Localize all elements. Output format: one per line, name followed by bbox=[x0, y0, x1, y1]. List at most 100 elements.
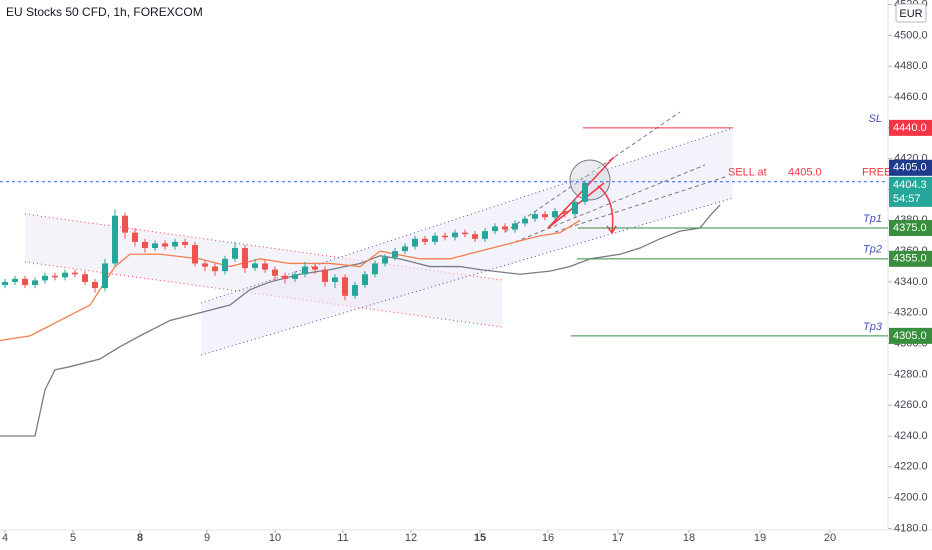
candle-body bbox=[182, 241, 188, 245]
candle-body bbox=[132, 232, 138, 242]
candle-body bbox=[252, 263, 258, 269]
y-tick-label: 4200.0 bbox=[894, 492, 928, 504]
price-tag bbox=[889, 119, 932, 136]
indicator-line bbox=[0, 219, 581, 342]
candle-body bbox=[72, 272, 78, 275]
price-tag-label: 4375.0 bbox=[893, 222, 927, 234]
price-tag-label: 4305.0 bbox=[893, 330, 927, 342]
candle-body bbox=[102, 263, 108, 289]
x-tick-label: 18 bbox=[683, 532, 695, 544]
x-tick-label: 5 bbox=[70, 532, 76, 544]
dashed-line bbox=[504, 111, 681, 233]
price-tag bbox=[889, 176, 932, 207]
up-channel-fill bbox=[201, 128, 733, 355]
candle-body bbox=[172, 241, 178, 247]
candle-body bbox=[572, 201, 578, 215]
candle-body bbox=[442, 235, 448, 238]
x-tick-label: 16 bbox=[542, 532, 554, 544]
candle-body bbox=[342, 277, 348, 296]
candle-body bbox=[412, 238, 418, 247]
candle-body bbox=[352, 285, 358, 296]
y-tick-label: 4240.0 bbox=[894, 430, 928, 442]
level-name: SL bbox=[869, 113, 882, 125]
down-channel-line bbox=[24, 213, 503, 281]
candle-body bbox=[492, 226, 498, 232]
candle-body bbox=[472, 234, 478, 239]
candle-body bbox=[232, 248, 238, 259]
level-name: Tp1 bbox=[863, 213, 882, 225]
candle-body bbox=[542, 214, 548, 218]
candle-body bbox=[212, 266, 218, 272]
y-tick-label: 4280.0 bbox=[894, 368, 928, 380]
chart-title: EU Stocks 50 CFD, 1h, FOREXCOM bbox=[6, 5, 203, 19]
candle-body bbox=[2, 281, 8, 286]
candle-body bbox=[202, 263, 208, 267]
candle-body bbox=[142, 241, 148, 249]
up-channel-line bbox=[200, 197, 734, 356]
x-tick-label: 20 bbox=[824, 532, 836, 544]
candle-body bbox=[512, 223, 518, 230]
candle-body bbox=[332, 277, 338, 282]
candle-body bbox=[292, 274, 298, 279]
candle-body bbox=[222, 258, 228, 272]
candle-body bbox=[582, 182, 588, 202]
countdown: 54:57 bbox=[893, 193, 921, 205]
sell-text: SELL at bbox=[728, 167, 767, 179]
y-tick-label: 4460.0 bbox=[894, 91, 928, 103]
x-tick-label: 8 bbox=[137, 532, 143, 544]
candle-body bbox=[402, 246, 408, 252]
price-tag bbox=[889, 327, 932, 344]
candle-body bbox=[522, 218, 528, 224]
currency: EUR bbox=[899, 8, 922, 20]
candle-body bbox=[262, 263, 268, 270]
arrow bbox=[597, 185, 614, 233]
candle-body bbox=[32, 280, 38, 286]
candle-body bbox=[82, 274, 88, 282]
price-tag bbox=[889, 220, 932, 237]
x-tick-label: 9 bbox=[204, 532, 210, 544]
candle-body bbox=[552, 211, 558, 218]
candle-body bbox=[422, 238, 428, 242]
price-tag-label: 4404.3 bbox=[893, 179, 927, 191]
y-tick-label: 4220.0 bbox=[894, 461, 928, 473]
candle-body bbox=[382, 257, 388, 264]
dashed-line bbox=[514, 164, 706, 243]
y-tick-label: 4500.0 bbox=[894, 29, 928, 41]
y-tick-label: 4480.0 bbox=[894, 60, 928, 72]
candle-body bbox=[502, 226, 508, 230]
candle-body bbox=[312, 266, 318, 270]
candle-body bbox=[282, 275, 288, 279]
y-tick-label: 4340.0 bbox=[894, 276, 928, 288]
price-tag-label: 4405.0 bbox=[893, 162, 927, 174]
x-tick-label: 4 bbox=[2, 532, 8, 544]
level-name: Tp3 bbox=[863, 321, 883, 333]
candle-body bbox=[152, 243, 158, 249]
candle-body bbox=[42, 275, 48, 281]
wedge-line bbox=[547, 156, 615, 229]
x-tick-label: 19 bbox=[754, 532, 766, 544]
x-tick-label: 12 bbox=[405, 532, 417, 544]
price-tag-label: 4355.0 bbox=[893, 253, 927, 265]
candle-body bbox=[92, 281, 98, 289]
candle-body bbox=[242, 248, 248, 269]
price-tag bbox=[889, 250, 932, 267]
y-tick-label: 4180.0 bbox=[894, 522, 928, 534]
candle-body bbox=[192, 244, 198, 264]
candle-body bbox=[322, 269, 328, 282]
candle-body bbox=[462, 232, 468, 235]
candle-body bbox=[432, 235, 438, 242]
y-tick-label: 4320.0 bbox=[894, 307, 928, 319]
candle-body bbox=[162, 243, 168, 247]
candle-body bbox=[392, 251, 398, 258]
candle-body bbox=[122, 215, 128, 233]
x-tick-label: 10 bbox=[269, 532, 281, 544]
candle-body bbox=[562, 211, 568, 215]
candle-body bbox=[302, 266, 308, 275]
candle-body bbox=[372, 263, 378, 275]
candle-body bbox=[272, 269, 278, 276]
candle-body bbox=[112, 215, 118, 264]
candle-body bbox=[62, 272, 68, 278]
sell-value: 4405.0 bbox=[788, 167, 822, 179]
price-tag-label: 4440.0 bbox=[893, 122, 927, 134]
